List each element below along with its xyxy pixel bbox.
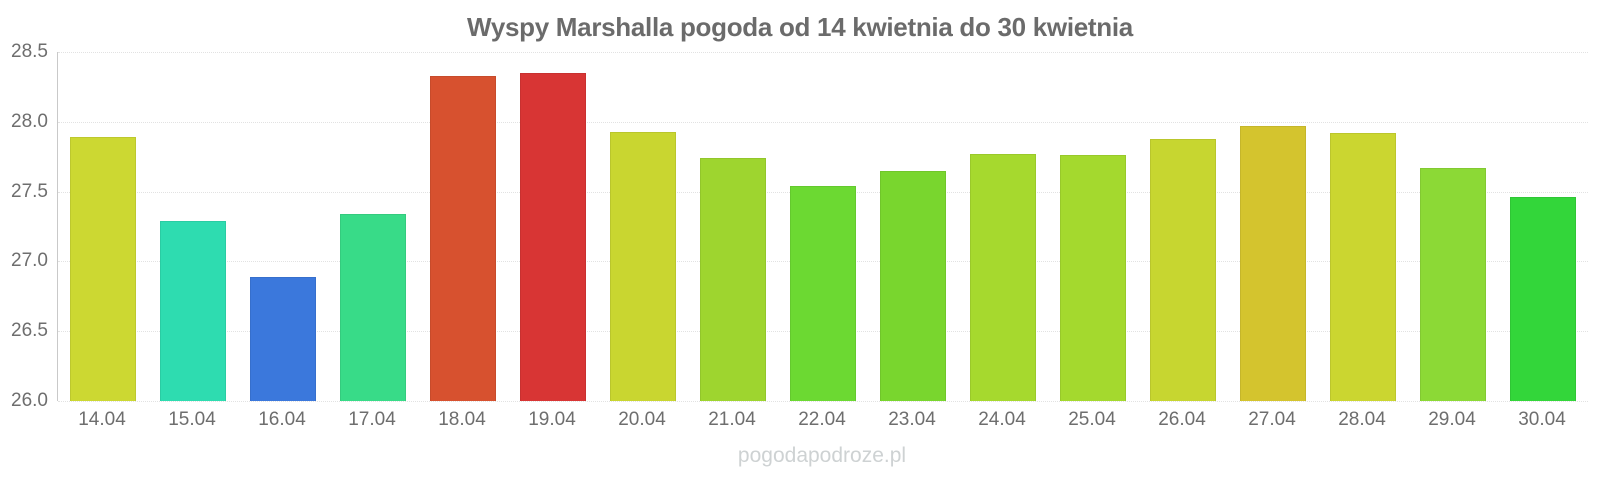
- y-tick-label: 26.5: [11, 320, 48, 342]
- x-tick-label: 30.04: [1518, 409, 1566, 430]
- x-tick-label: 23.04: [888, 409, 936, 430]
- y-tick-label: 27.5: [11, 180, 48, 202]
- chart-title: Wyspy Marshalla pogoda od 14 kwietnia do…: [467, 12, 1133, 42]
- bar-26.04[interactable]: [1150, 138, 1216, 401]
- y-tick-label: 27.0: [11, 250, 48, 272]
- bar-29.04[interactable]: [1420, 167, 1486, 401]
- y-tick-label: 28.5: [11, 41, 48, 62]
- x-tick-label: 25.04: [1068, 409, 1116, 430]
- bar-22.04[interactable]: [790, 186, 856, 401]
- x-tick-label: 14.04: [78, 409, 126, 430]
- x-tick-label: 21.04: [708, 409, 756, 430]
- plot-area: [57, 52, 1588, 402]
- y-tick-label: 28.0: [11, 110, 48, 132]
- x-tick-label: 26.04: [1158, 409, 1206, 430]
- gridline: [58, 401, 1588, 402]
- gridline: [58, 121, 1588, 123]
- bar-16.04[interactable]: [250, 276, 316, 401]
- x-tick-label: 17.04: [348, 409, 396, 430]
- bar-28.04[interactable]: [1330, 132, 1396, 401]
- bar-19.04[interactable]: [520, 72, 586, 401]
- x-tick-label: 16.04: [258, 409, 306, 430]
- bar-25.04[interactable]: [1060, 155, 1126, 401]
- bar-30.04[interactable]: [1510, 197, 1576, 401]
- bar-17.04[interactable]: [340, 213, 406, 401]
- gridline: [58, 52, 1588, 53]
- watermark: pogodapodroze.pl: [737, 444, 907, 467]
- x-tick-label: 27.04: [1248, 409, 1296, 430]
- x-tick-label: 22.04: [798, 409, 846, 430]
- bar-24.04[interactable]: [970, 153, 1036, 401]
- bar-27.04[interactable]: [1240, 126, 1306, 401]
- bar-14.04[interactable]: [70, 137, 136, 401]
- x-tick-label: 20.04: [618, 409, 666, 430]
- y-tick-label: 26.0: [11, 390, 48, 411]
- x-tick-label: 19.04: [528, 409, 576, 430]
- bar-18.04[interactable]: [430, 75, 496, 401]
- x-tick-label: 15.04: [168, 409, 216, 430]
- x-tick-label: 24.04: [978, 409, 1026, 430]
- x-axis: 14.04 15.04 16.04 17.04 18.04 19.04 20.04 21.04…: [57, 409, 1587, 435]
- bar-20.04[interactable]: [610, 131, 676, 401]
- bar-21.04[interactable]: [700, 158, 766, 401]
- y-axis: 28.5 28.0 27.5 27.0 26.5 26.0: [0, 0, 48, 480]
- x-tick-label: 18.04: [438, 409, 486, 430]
- bar-23.04[interactable]: [880, 170, 946, 401]
- x-tick-label: 29.04: [1428, 409, 1476, 430]
- bar-15.04[interactable]: [160, 220, 226, 401]
- x-tick-label: 28.04: [1338, 409, 1386, 430]
